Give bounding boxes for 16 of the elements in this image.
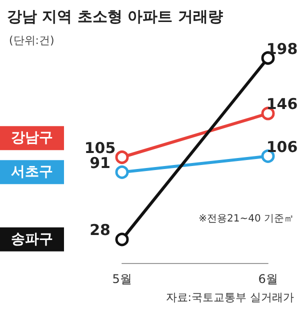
annotation: ※전용21~40 기준㎡ bbox=[198, 214, 294, 224]
point bbox=[115, 232, 129, 246]
text: 강남구 bbox=[11, 130, 53, 146]
data-label: 198 bbox=[266, 40, 298, 58]
point bbox=[115, 165, 129, 179]
data-label: 146 bbox=[266, 95, 298, 114]
data-label: 106 bbox=[266, 138, 298, 156]
x-tick-label: 5월 bbox=[112, 272, 132, 286]
x-tick-label: 6월 bbox=[258, 272, 278, 286]
text: 송파구 bbox=[11, 231, 53, 248]
text: 서초구 bbox=[11, 164, 53, 180]
chart-subtitle: (단위:건) bbox=[9, 34, 54, 47]
point bbox=[115, 150, 129, 164]
text: 자료:국토교통부 실거래가 bbox=[166, 291, 294, 304]
chart-title: 강남 지역 초소형 아파트 거래량 bbox=[7, 8, 223, 26]
data-label: 28 bbox=[90, 221, 110, 240]
